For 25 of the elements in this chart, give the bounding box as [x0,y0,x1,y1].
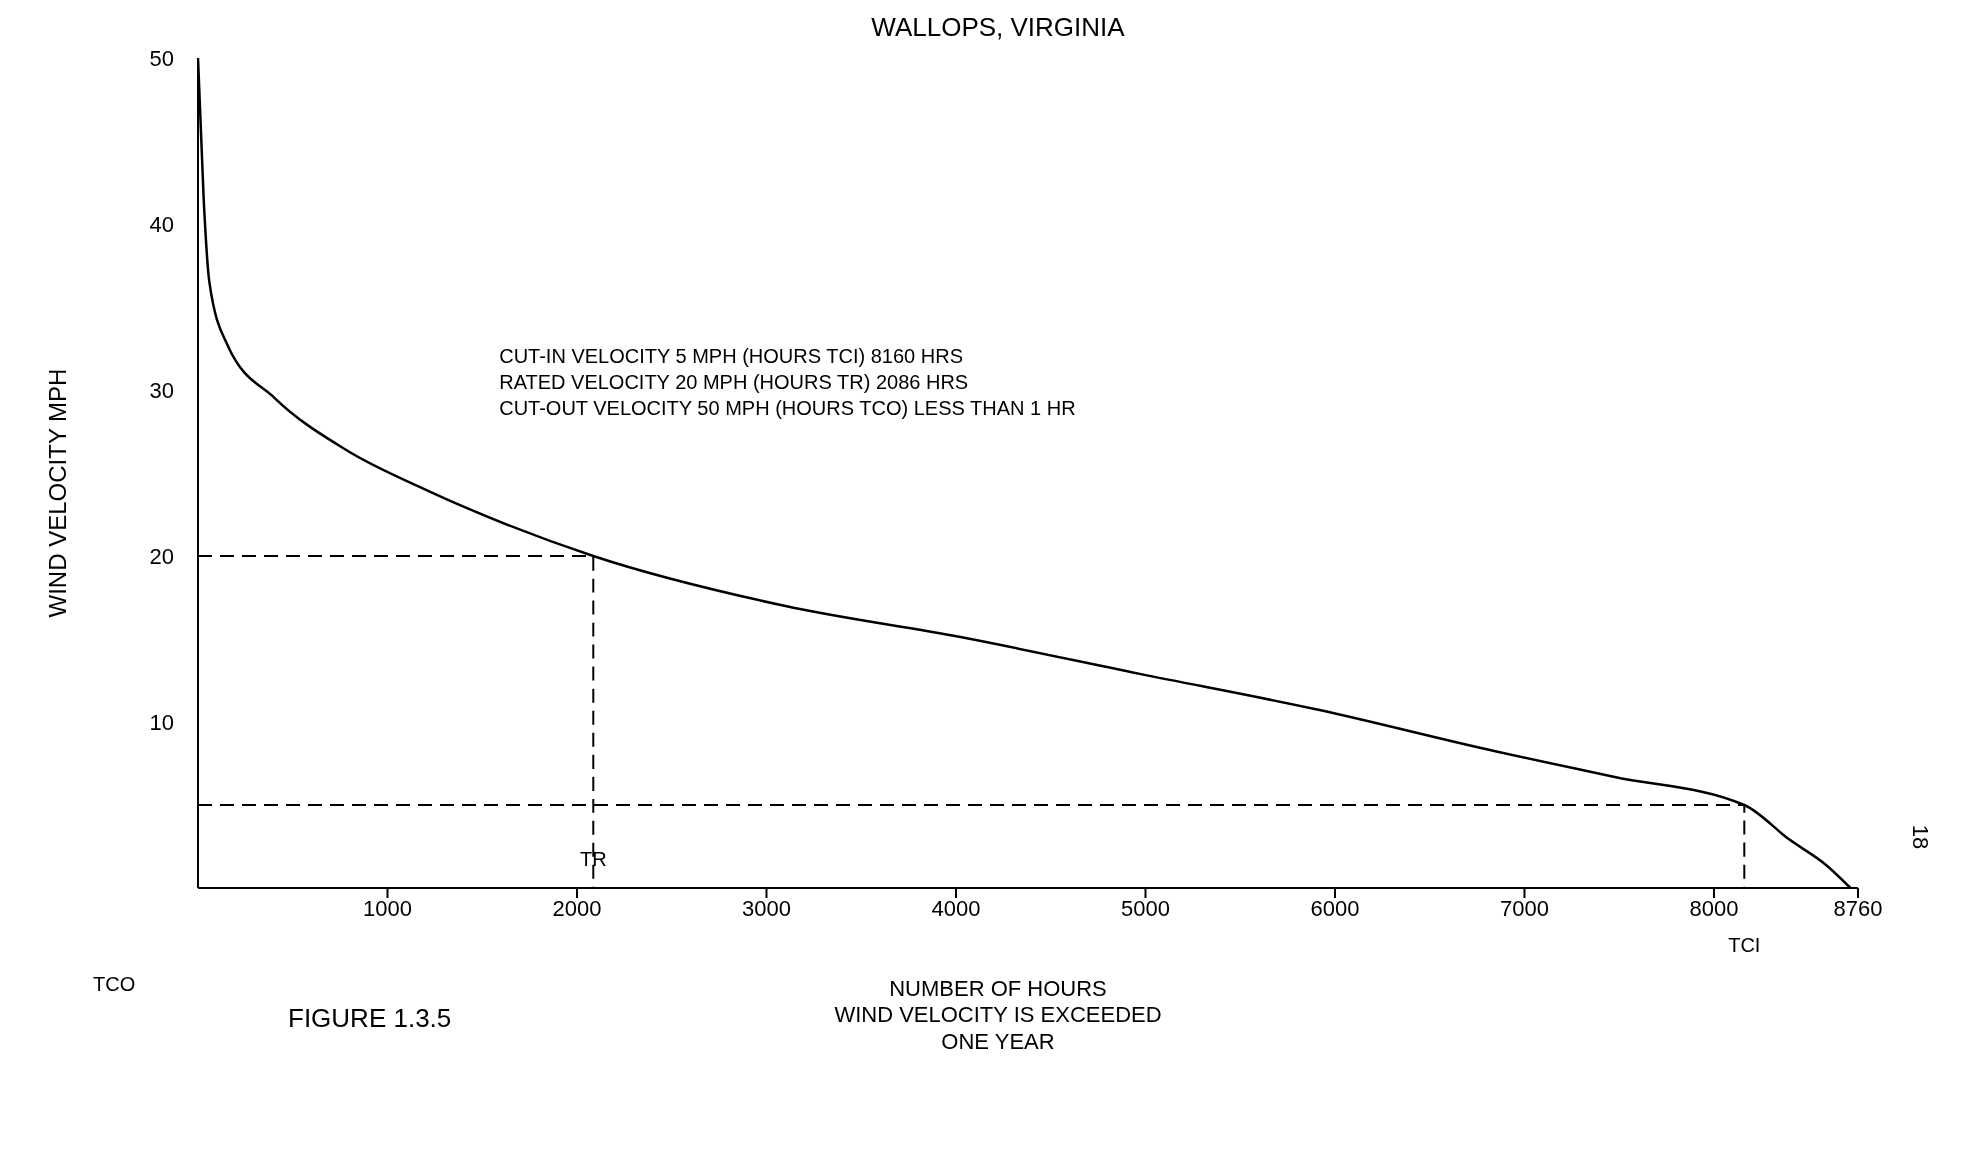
x-tick-label: 2000 [552,895,602,921]
y-tick-label: 50 [149,45,174,71]
x-tick-label: 3000 [742,895,791,921]
x-tick-label: 5000 [1121,895,1170,921]
x-tick-label: 4000 [931,895,981,921]
annotation: TCI [1728,934,1761,957]
y-tick-label: 30 [149,377,174,403]
annotation: RATED VELOCITY 20 MPH (HOURS TR) 2086 HRS [499,371,969,395]
x-tick-label: 1000 [363,895,412,921]
y-axis-title: WIND VELOCITY MPH [44,368,72,618]
x-tick-label: 6000 [1310,895,1360,921]
text: 18 [1907,824,1934,849]
y-tick-label: 40 [149,211,174,237]
caption: FIGURE 1.3.5 [288,1003,452,1034]
x-tick-label: 8760 [1833,895,1883,921]
x-tick-label: 8000 [1689,895,1739,921]
chart-title: WALLOPS, VIRGINIA [870,12,1126,43]
y-tick-label: 10 [149,709,174,735]
annotation: CUT-IN VELOCITY 5 MPH (HOURS TCI) 8160 HRS [499,345,963,369]
annotation: CUT-OUT VELOCITY 50 MPH (HOURS TCO) LESS THAN 1 HR [499,397,1076,421]
annotation: TR [579,848,607,870]
x-tick-label: 7000 [1500,895,1549,921]
x-axis-title: NUMBER OF HOURS WIND VELOCITY IS EXCEEDED ONE YEAR [834,976,1162,1054]
text: TCO [93,973,136,996]
y-tick-label: 20 [149,543,174,569]
